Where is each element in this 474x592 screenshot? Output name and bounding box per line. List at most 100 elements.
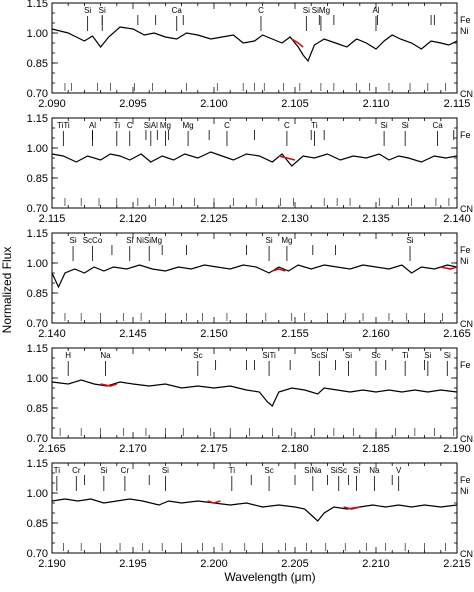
species-label: Fe — [460, 130, 471, 140]
observed-spectrum-line — [51, 151, 458, 167]
cn-label: CN — [460, 89, 473, 99]
line-id-label: Al — [89, 121, 96, 130]
x-tick-label: 2.190 — [38, 558, 66, 570]
line-id-label: Si — [69, 236, 76, 245]
x-tick-label: 2.120 — [119, 213, 147, 225]
x-tick-label: 2.140 — [443, 213, 471, 225]
x-tick-label: 2.130 — [281, 213, 309, 225]
y-axis-label: Normalized Flux — [0, 247, 14, 334]
species-label: Ni — [460, 256, 469, 266]
line-id-label: SiNa — [304, 466, 322, 475]
cn-label: CN — [460, 434, 473, 444]
line-id-label: Ti — [311, 121, 318, 130]
y-tick-label: 1.00 — [27, 373, 48, 385]
plot-frame — [51, 347, 458, 439]
x-tick-label: 2.185 — [362, 443, 390, 455]
model-spectrum-segment — [272, 268, 286, 272]
x-tick-label: 2.115 — [39, 213, 66, 225]
spectrum-panel-5: 2.190 2.195 2.200 2.205 2.210 2.215 0.70 0.85 1.… — [27, 458, 473, 570]
y-tick-label: 0.70 — [27, 548, 48, 560]
x-tick-label: 2.100 — [200, 98, 228, 110]
line-id-label: ScCo — [83, 236, 103, 245]
x-tick-label: 2.135 — [362, 213, 390, 225]
y-tick-label: 0.85 — [27, 288, 48, 300]
species-label: Ni — [460, 26, 469, 36]
model-spectrum-segment — [440, 266, 458, 270]
line-id-label: Sc — [371, 351, 380, 360]
plot-frame — [51, 232, 458, 324]
species-label: Fe — [460, 15, 471, 25]
observed-spectrum-line — [51, 26, 458, 63]
x-tick-label: 2.155 — [281, 328, 309, 340]
y-tick-label: 0.85 — [27, 403, 48, 415]
line-id-label: Si — [162, 466, 169, 475]
line-id-label: Si — [84, 6, 91, 15]
line-id-label: Mg — [160, 121, 171, 130]
x-tick-label: 2.150 — [200, 328, 228, 340]
species-label: Ni — [460, 486, 469, 496]
x-tick-label: 2.215 — [443, 558, 471, 570]
y-tick-label: 0.85 — [27, 173, 48, 185]
line-id-label: Sc — [193, 351, 202, 360]
line-id-label: Si — [99, 6, 106, 15]
x-tick-label: 2.190 — [443, 443, 471, 455]
x-tick-label: 2.115 — [444, 98, 471, 110]
x-tick-label: 2.125 — [200, 213, 228, 225]
y-tick-label: 1.15 — [27, 0, 48, 10]
observed-spectrum-line — [51, 498, 458, 522]
line-id-label: Ca — [432, 121, 443, 130]
line-id-label: Si — [381, 121, 388, 130]
spectrum-panel-1: 2.090 2.095 2.100 2.105 2.110 2.115 0.70 0.85 1.… — [27, 0, 473, 110]
line-id-label: SiTi — [262, 351, 276, 360]
x-tick-label: 2.205 — [281, 558, 309, 570]
line-id-label: Na — [369, 466, 380, 475]
line-id-label: SiMg — [312, 6, 330, 15]
y-tick-label: 1.00 — [27, 488, 48, 500]
y-tick-label: 1.15 — [27, 458, 48, 470]
plot-frame — [51, 117, 458, 209]
species-label: Fe — [460, 245, 471, 255]
cn-label: CN — [460, 549, 473, 559]
x-tick-label: 2.160 — [362, 328, 390, 340]
line-id-label: TiTi — [57, 121, 70, 130]
y-tick-label: 0.85 — [27, 518, 48, 530]
line-id-label: SiSc — [331, 466, 347, 475]
x-tick-label: 2.165 — [443, 328, 471, 340]
line-id-label: ScSi — [311, 351, 328, 360]
line-id-label: C — [284, 121, 290, 130]
species-label: Fe — [460, 360, 471, 370]
line-id-label: Mg — [281, 236, 292, 245]
line-id-label: C — [127, 121, 133, 130]
line-id-label: Sc — [264, 466, 273, 475]
y-tick-label: 1.00 — [27, 143, 48, 155]
x-tick-label: 2.105 — [281, 98, 309, 110]
spectrum-panel-4: 2.165 2.170 2.175 2.180 2.185 2.190 0.70 0.85 1.… — [27, 343, 473, 455]
line-id-label: Si — [353, 466, 360, 475]
line-id-label: Si — [406, 236, 413, 245]
line-id-label: Si — [126, 236, 133, 245]
spectrum-panel-3: 2.140 2.145 2.150 2.155 2.160 2.165 0.70 0.85 1.… — [27, 228, 473, 340]
line-id-label: Si — [402, 121, 409, 130]
x-tick-label: 2.110 — [363, 98, 390, 110]
y-tick-label: 0.70 — [27, 203, 48, 215]
line-id-label: Ca — [172, 6, 183, 15]
line-id-label: Si — [345, 351, 352, 360]
line-id-label: SiAl — [144, 121, 158, 130]
line-id-label: Ti — [114, 121, 121, 130]
x-tick-label: 2.170 — [119, 443, 147, 455]
cn-label: CN — [460, 204, 473, 214]
line-id-label: Cr — [72, 466, 81, 475]
plot-frame — [51, 462, 458, 554]
line-id-label: V — [396, 466, 402, 475]
line-id-label: Na — [100, 351, 111, 360]
y-tick-label: 1.15 — [27, 343, 48, 355]
line-id-label: C — [258, 6, 264, 15]
x-tick-label: 2.165 — [38, 443, 66, 455]
y-tick-label: 1.00 — [27, 258, 48, 270]
line-id-label: Si — [303, 6, 310, 15]
line-id-label: Ti — [402, 351, 409, 360]
y-tick-label: 1.15 — [27, 113, 48, 125]
line-id-label: Mg — [183, 121, 194, 130]
model-spectrum-segment — [291, 38, 304, 48]
